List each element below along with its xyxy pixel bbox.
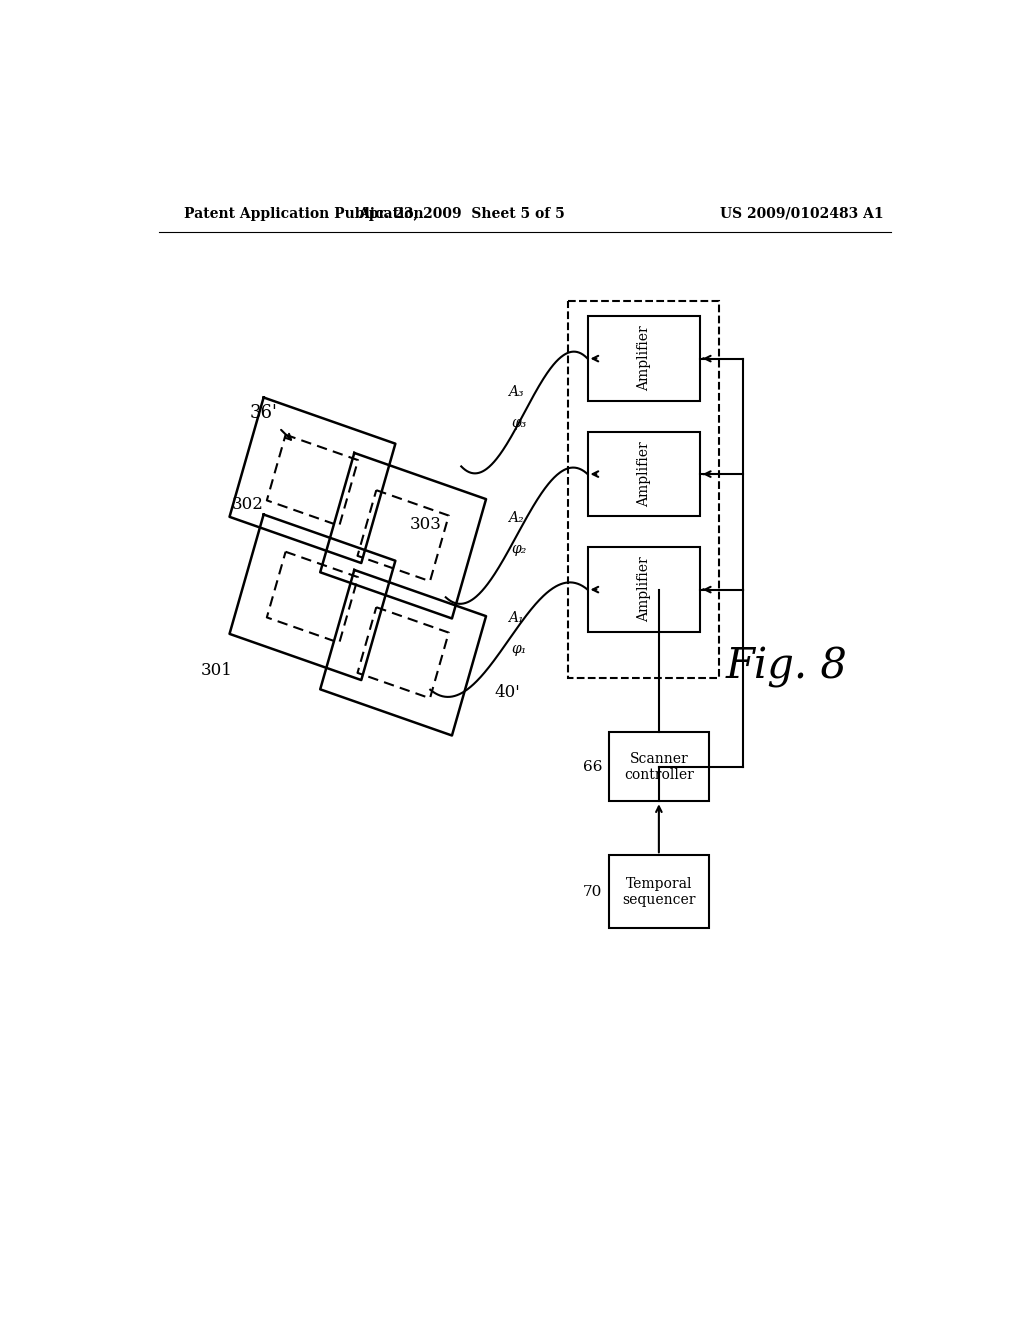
Text: Apr. 23, 2009  Sheet 5 of 5: Apr. 23, 2009 Sheet 5 of 5 bbox=[357, 207, 564, 220]
Text: Patent Application Publication: Patent Application Publication bbox=[183, 207, 424, 220]
Text: φ₃: φ₃ bbox=[512, 416, 527, 430]
Bar bbox=[588, 317, 700, 401]
Text: 66: 66 bbox=[583, 760, 602, 774]
Text: 301: 301 bbox=[201, 661, 233, 678]
Text: Scanner
controller: Scanner controller bbox=[624, 751, 694, 781]
Text: 303: 303 bbox=[410, 516, 442, 533]
Text: Temporal
sequencer: Temporal sequencer bbox=[623, 876, 695, 907]
Text: φ₁: φ₁ bbox=[512, 642, 527, 656]
Text: Amplifier: Amplifier bbox=[637, 326, 651, 392]
Text: US 2009/0102483 A1: US 2009/0102483 A1 bbox=[721, 207, 884, 220]
Text: Amplifier: Amplifier bbox=[637, 557, 651, 623]
Bar bbox=[608, 855, 710, 928]
Text: Amplifier: Amplifier bbox=[637, 441, 651, 507]
Text: 36': 36' bbox=[250, 404, 278, 421]
Text: Fig. 8: Fig. 8 bbox=[726, 645, 848, 688]
Text: 302: 302 bbox=[232, 496, 264, 513]
Bar bbox=[588, 432, 700, 516]
Text: A₃: A₃ bbox=[508, 385, 523, 400]
Text: A₂: A₂ bbox=[508, 511, 523, 525]
Bar bbox=[588, 548, 700, 632]
Text: 40': 40' bbox=[495, 684, 520, 701]
Bar bbox=[608, 733, 710, 801]
Bar bbox=[568, 301, 719, 678]
Text: φ₂: φ₂ bbox=[512, 543, 527, 556]
Text: 70: 70 bbox=[583, 884, 602, 899]
Text: A₁: A₁ bbox=[508, 611, 523, 626]
